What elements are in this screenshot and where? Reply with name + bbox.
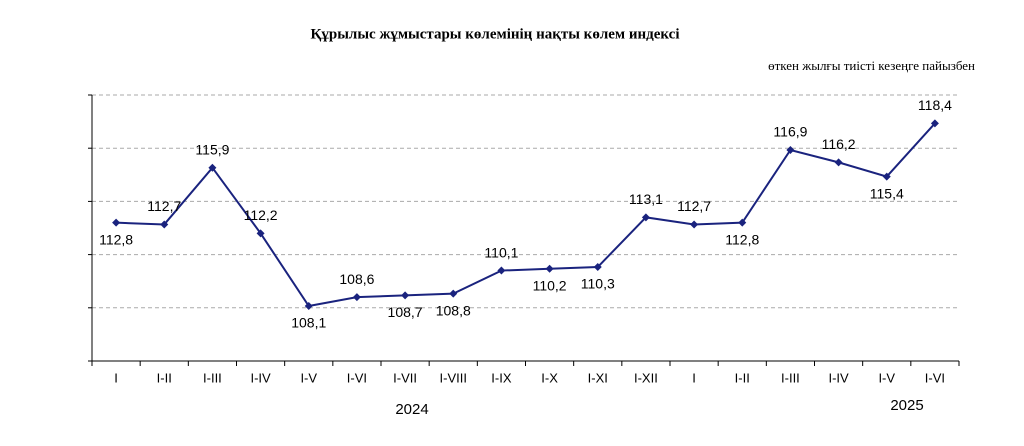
data-point [497,266,506,275]
x-tick-label: I-V [878,370,895,385]
data-point [304,302,313,311]
data-point [256,229,265,238]
x-tick-label: I-V [300,370,317,385]
year-label: 2024 [395,401,428,418]
x-tick-label: I-IV [250,370,271,385]
data-point [641,213,650,222]
data-line [116,122,936,308]
data-label: 108,6 [339,271,374,287]
data-point [882,172,891,181]
data-point [786,145,795,154]
data-point [112,218,121,227]
data-point [738,218,747,227]
data-point [690,220,699,229]
x-tick-label: I-II [735,370,750,385]
data-label: 108,7 [388,304,423,320]
data-label: 115,4 [870,185,904,201]
data-label: 110,3 [581,276,615,292]
data-label: 112,7 [147,198,181,214]
data-point [449,289,458,298]
data-label: 118,4 [918,97,952,113]
data-point [545,264,554,273]
data-point [593,263,602,272]
data-label: 112,7 [677,198,711,214]
data-label: 110,2 [533,277,567,293]
x-tick-label: I-IX [491,370,512,385]
data-label: 112,8 [99,231,133,247]
data-point [930,119,939,128]
chart-title: Құрылыс жұмыстары көлемінің нақты көлем … [310,26,679,42]
data-point [352,293,361,302]
data-label: 108,8 [436,302,471,318]
data-label: 116,9 [773,124,807,140]
data-label: 112,2 [244,207,278,223]
x-tick-label: I-II [157,370,172,385]
x-tick-label: I-III [781,370,800,385]
x-tick-label: I-XII [634,370,658,385]
year-label: 2025 [890,397,923,414]
data-point [834,158,843,167]
data-point [160,220,169,229]
data-label: 112,8 [725,231,759,247]
x-tick-label: I-VII [393,370,417,385]
data-point [208,163,217,172]
x-tick-label: I-VI [347,370,367,385]
x-tick-label: I-VIII [440,370,467,385]
x-tick-label: I-X [541,370,558,385]
chart-subtitle: өткен жылғы тиісті кезеңге пайызбен [768,58,975,73]
x-tick-label: I [692,370,696,385]
x-tick-label: I-XI [588,370,608,385]
data-label: 108,1 [291,315,326,331]
data-label: 116,2 [822,136,856,152]
x-tick-label: I-VI [925,370,945,385]
data-point [401,291,410,300]
data-label: 115,9 [195,141,229,157]
x-tick-label: I-IV [828,370,849,385]
data-label: 110,1 [484,244,518,260]
x-tick-label: I-III [203,370,222,385]
data-label: 113,1 [629,191,663,207]
x-tick-label: I [114,370,118,385]
